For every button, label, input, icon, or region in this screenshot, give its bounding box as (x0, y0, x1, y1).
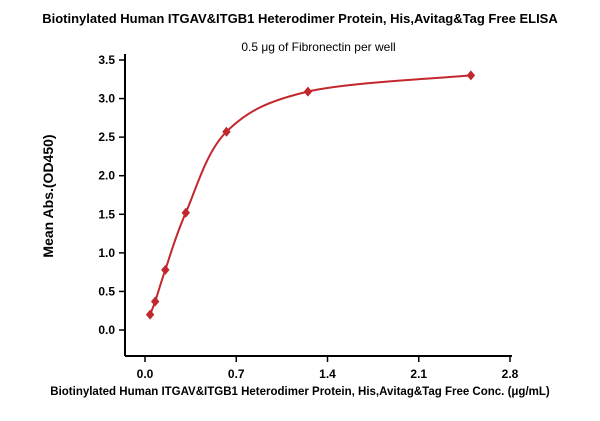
x-tick-label: 1.4 (319, 367, 336, 381)
chart-subtitle: 0.5 μg of Fibronectin per well (241, 40, 396, 54)
y-tick-label: 2.5 (98, 130, 115, 144)
data-point-marker (150, 296, 160, 307)
y-tick-label: 2.0 (98, 169, 115, 183)
y-tick-label: 3.0 (98, 92, 115, 106)
data-point-marker (222, 126, 231, 137)
y-tick-label: 0.0 (98, 323, 115, 337)
x-tick-label: 2.1 (410, 367, 427, 381)
x-axis-label: Biotinylated Human ITGAV&ITGB1 Heterodim… (50, 386, 550, 398)
data-point-marker (466, 70, 476, 81)
x-tick-label: 2.8 (502, 367, 519, 381)
data-point-marker (161, 264, 170, 275)
y-tick-label: 1.5 (98, 207, 115, 221)
y-tick-label: 0.5 (98, 284, 115, 298)
x-tick-label: 0.7 (228, 367, 245, 381)
fit-curve (149, 74, 472, 316)
x-tick-label: 0.0 (137, 367, 154, 381)
chart-title: Biotinylated Human ITGAV&ITGB1 Heterodim… (42, 11, 558, 26)
data-point-marker (145, 309, 155, 320)
data-point-marker (181, 207, 191, 218)
data-point-marker (303, 86, 313, 97)
y-tick-label: 3.5 (98, 53, 115, 67)
y-tick-label: 1.0 (98, 246, 115, 260)
